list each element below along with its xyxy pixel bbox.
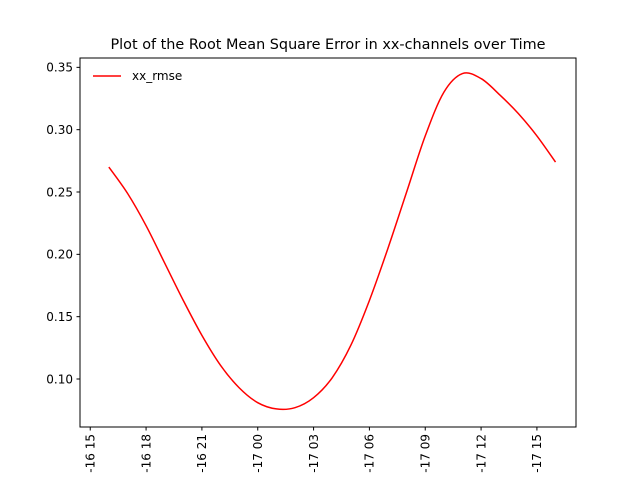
plot-area bbox=[108, 72, 557, 411]
x-tick-label: -17 09 bbox=[419, 434, 433, 473]
y-tick-label: 0.30 bbox=[46, 123, 73, 137]
x-tick-label: -17 15 bbox=[530, 434, 544, 473]
y-tick-label: 0.25 bbox=[46, 185, 73, 199]
y-tick-label: 0.15 bbox=[46, 310, 73, 324]
axes-frame bbox=[79, 57, 577, 428]
x-tick-label: -17 03 bbox=[307, 434, 321, 473]
y-tick-label: 0.35 bbox=[46, 61, 73, 75]
legend: xx_rmse bbox=[93, 69, 182, 83]
x-tick-label: -16 18 bbox=[139, 434, 153, 473]
x-tick-label: -17 06 bbox=[363, 434, 377, 473]
x-tick-label: -16 15 bbox=[84, 434, 98, 473]
y-axis: 0.10 0.15 0.20 0.25 0.30 0.35 bbox=[46, 61, 80, 386]
y-tick-label: 0.20 bbox=[46, 248, 73, 262]
x-tick-label: -16 21 bbox=[195, 434, 209, 473]
x-axis: -16 15 -16 18 -16 21 -17 00 -17 03 -17 06 -17 … bbox=[84, 427, 544, 473]
y-tick-label: 0.10 bbox=[46, 372, 73, 386]
x-tick-label: -17 00 bbox=[251, 434, 265, 473]
legend-label-xx-rmse: xx_rmse bbox=[132, 69, 182, 83]
x-tick-label: -17 12 bbox=[474, 434, 488, 473]
series-line-xx-rmse bbox=[108, 72, 557, 411]
chart-title: Plot of the Root Mean Square Error in xx… bbox=[111, 37, 546, 53]
